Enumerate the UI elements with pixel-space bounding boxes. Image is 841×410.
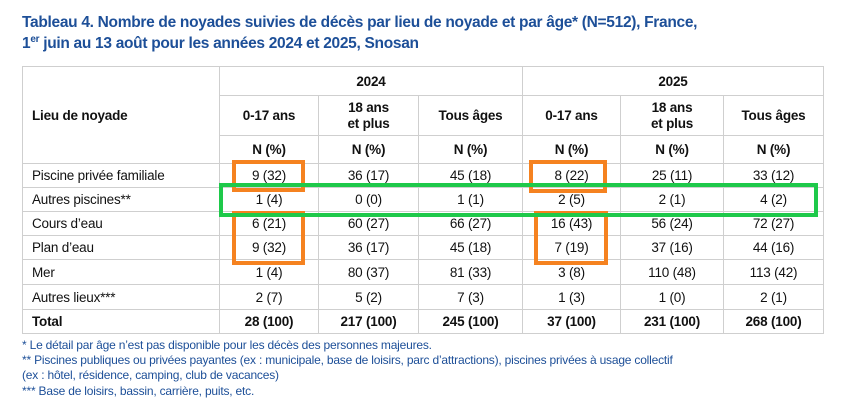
age-line: 18 ans bbox=[651, 99, 693, 115]
table-cell: 1 (0) bbox=[620, 284, 724, 310]
table-cell: 2 (5) bbox=[522, 187, 621, 212]
table-cell: 80 (37) bbox=[318, 259, 419, 285]
row-label: Autres piscines** bbox=[22, 187, 220, 212]
table-row: Cours d’eau 6 (21) 60 (27) 66 (27) 16 (43) 56… bbox=[22, 211, 824, 236]
row-label: Plan d’eau bbox=[22, 235, 220, 260]
age-group-header: 18 ans et plus bbox=[620, 95, 724, 136]
table-cell: 36 (17) bbox=[318, 235, 419, 260]
table-cell: 3 (8) bbox=[522, 259, 621, 285]
table-row: Autres piscines** 1 (4) 0 (0) 1 (1) 2 (5) 2 (… bbox=[22, 187, 824, 212]
table-cell: 9 (32) bbox=[219, 163, 319, 188]
table-cell: 113 (42) bbox=[723, 259, 824, 285]
table-row: Plan d’eau 9 (32) 36 (17) 45 (18) 7 (19) 37 (… bbox=[22, 235, 824, 260]
age-line: 0-17 ans bbox=[545, 107, 598, 123]
table-cell: 37 (16) bbox=[620, 235, 724, 260]
row-header: Lieu de noyade bbox=[22, 66, 220, 164]
row-label: Cours d’eau bbox=[22, 211, 220, 236]
unit-header: N (%) bbox=[418, 135, 523, 164]
table-cell: 44 (16) bbox=[723, 235, 824, 260]
age-group-header: Tous âges bbox=[723, 95, 824, 136]
total-cell: 245 (100) bbox=[418, 309, 523, 334]
table-cell: 9 (32) bbox=[219, 235, 319, 260]
unit-header: N (%) bbox=[522, 135, 621, 164]
age-line: Tous âges bbox=[741, 107, 806, 123]
total-cell: 231 (100) bbox=[620, 309, 724, 334]
table-row: Autres lieux*** 2 (7) 5 (2) 7 (3) 1 (3) 1 (0)… bbox=[22, 284, 824, 310]
table-cell: 36 (17) bbox=[318, 163, 419, 188]
table-cell: 25 (11) bbox=[620, 163, 724, 188]
age-group-header: 0-17 ans bbox=[219, 95, 319, 136]
unit-header: N (%) bbox=[620, 135, 724, 164]
unit-header: N (%) bbox=[219, 135, 319, 164]
age-line: 0-17 ans bbox=[242, 107, 296, 123]
table-cell: 5 (2) bbox=[318, 284, 419, 310]
table-cell: 2 (7) bbox=[219, 284, 319, 310]
table-cell: 7 (19) bbox=[522, 235, 621, 260]
drowning-table: Lieu de noyade 2024 2025 0-17 ans 18 ans e… bbox=[22, 66, 824, 334]
table-row: Mer 1 (4) 80 (37) 81 (33) 3 (8) 110 (48) 113 (… bbox=[22, 259, 824, 285]
age-line: 18 ans bbox=[348, 99, 389, 115]
year-header: 2025 bbox=[522, 66, 824, 96]
table-cell: 1 (1) bbox=[418, 187, 523, 212]
table-cell: 2 (1) bbox=[723, 284, 824, 310]
table-cell: 4 (2) bbox=[723, 187, 824, 212]
footnotes: * Le détail par âge n’est pas disponible… bbox=[22, 338, 673, 399]
unit-header: N (%) bbox=[723, 135, 824, 164]
footnote: *** Base de loisirs, bassin, carrière, p… bbox=[22, 383, 255, 398]
total-cell: 37 (100) bbox=[522, 309, 621, 334]
table-cell: 60 (27) bbox=[318, 211, 419, 236]
title-day: 1 bbox=[22, 35, 31, 52]
row-label: Autres lieux*** bbox=[22, 284, 220, 310]
unit-header: N (%) bbox=[318, 135, 419, 164]
table-cell: 16 (43) bbox=[522, 211, 621, 236]
table-cell: 2 (1) bbox=[620, 187, 724, 212]
footnote: ** Piscines publiques ou privées payante… bbox=[22, 353, 673, 368]
title-sup: er bbox=[30, 33, 40, 45]
table-cell: 8 (22) bbox=[522, 163, 621, 188]
total-cell: 28 (100) bbox=[219, 309, 319, 334]
footnote: (ex : hôtel, résidence, camping, club de… bbox=[22, 368, 279, 383]
total-cell: 217 (100) bbox=[318, 309, 419, 334]
age-line: et plus bbox=[650, 115, 694, 131]
table-cell: 7 (3) bbox=[418, 284, 523, 310]
year-header: 2024 bbox=[219, 66, 523, 96]
table-cell: 66 (27) bbox=[418, 211, 523, 236]
age-line: et plus bbox=[347, 115, 390, 131]
total-label: Total bbox=[22, 309, 220, 334]
row-label: Mer bbox=[22, 259, 220, 285]
age-group-header: Tous âges bbox=[418, 95, 523, 136]
table-cell: 45 (18) bbox=[418, 163, 523, 188]
table-cell: 33 (12) bbox=[723, 163, 824, 188]
table-cell: 72 (27) bbox=[723, 211, 824, 236]
title-line-1: Tableau 4. Nombre de noyades suivies de … bbox=[22, 14, 698, 31]
title-line-2: 1er juin au 13 août pour les années 2024… bbox=[22, 33, 697, 54]
table-cell: 56 (24) bbox=[620, 211, 724, 236]
total-cell: 268 (100) bbox=[723, 309, 824, 334]
table-cell: 1 (4) bbox=[219, 187, 319, 212]
age-line: Tous âges bbox=[438, 107, 503, 123]
table-cell: 0 (0) bbox=[318, 187, 419, 212]
table-cell: 45 (18) bbox=[418, 235, 523, 260]
title-rest: juin au 13 août pour les années 2024 et … bbox=[39, 35, 419, 52]
footnote: * Le détail par âge n’est pas disponible… bbox=[22, 338, 432, 352]
table-cell: 6 (21) bbox=[219, 211, 319, 236]
age-group-header: 18 ans et plus bbox=[318, 95, 419, 136]
table-cell: 1 (4) bbox=[219, 259, 319, 285]
table-cell: 110 (48) bbox=[620, 259, 724, 285]
age-group-header: 0-17 ans bbox=[522, 95, 621, 136]
total-row: Total 28 (100) 217 (100) 245 (100) 37 (100) 2… bbox=[22, 309, 824, 334]
table-cell: 81 (33) bbox=[418, 259, 523, 285]
table-row: Piscine privée familiale 9 (32) 36 (17) 45 … bbox=[22, 163, 824, 188]
table-cell: 1 (3) bbox=[522, 284, 621, 310]
row-label: Piscine privée familiale bbox=[22, 163, 220, 188]
table-title: Tableau 4. Nombre de noyades suivies de … bbox=[22, 12, 697, 54]
